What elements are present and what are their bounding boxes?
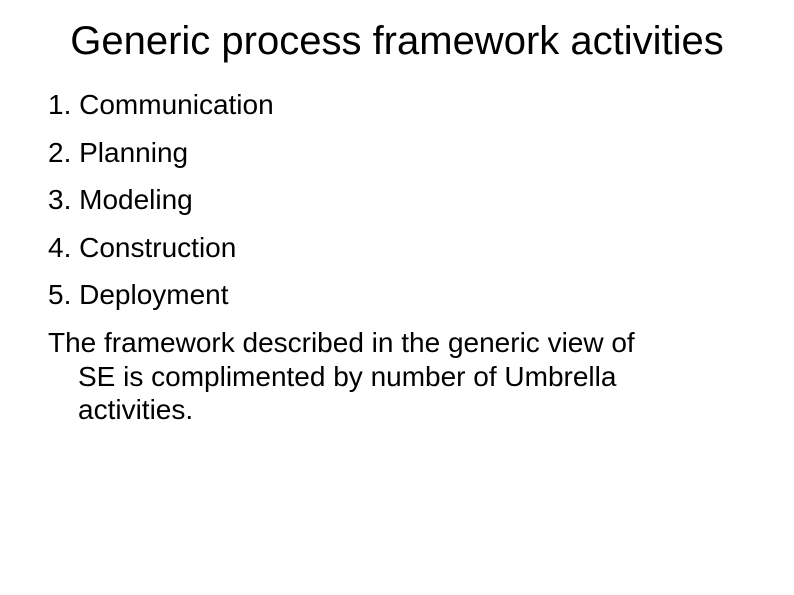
list-item: 5. Deployment [48, 278, 746, 312]
slide-title: Generic process framework activities [48, 18, 746, 64]
list-item: 4. Construction [48, 231, 746, 265]
body-paragraph: The framework described in the generic v… [48, 326, 746, 427]
activity-list: 1. Communication 2. Planning 3. Modeling… [48, 88, 746, 312]
paragraph-line: The framework described in the generic v… [48, 327, 635, 358]
list-item: 3. Modeling [48, 183, 746, 217]
paragraph-line: SE is complimented by number of Umbrella [48, 360, 746, 394]
paragraph-line: activities. [48, 393, 746, 427]
list-item: 2. Planning [48, 136, 746, 170]
slide: Generic process framework activities 1. … [0, 0, 794, 595]
list-item: 1. Communication [48, 88, 746, 122]
